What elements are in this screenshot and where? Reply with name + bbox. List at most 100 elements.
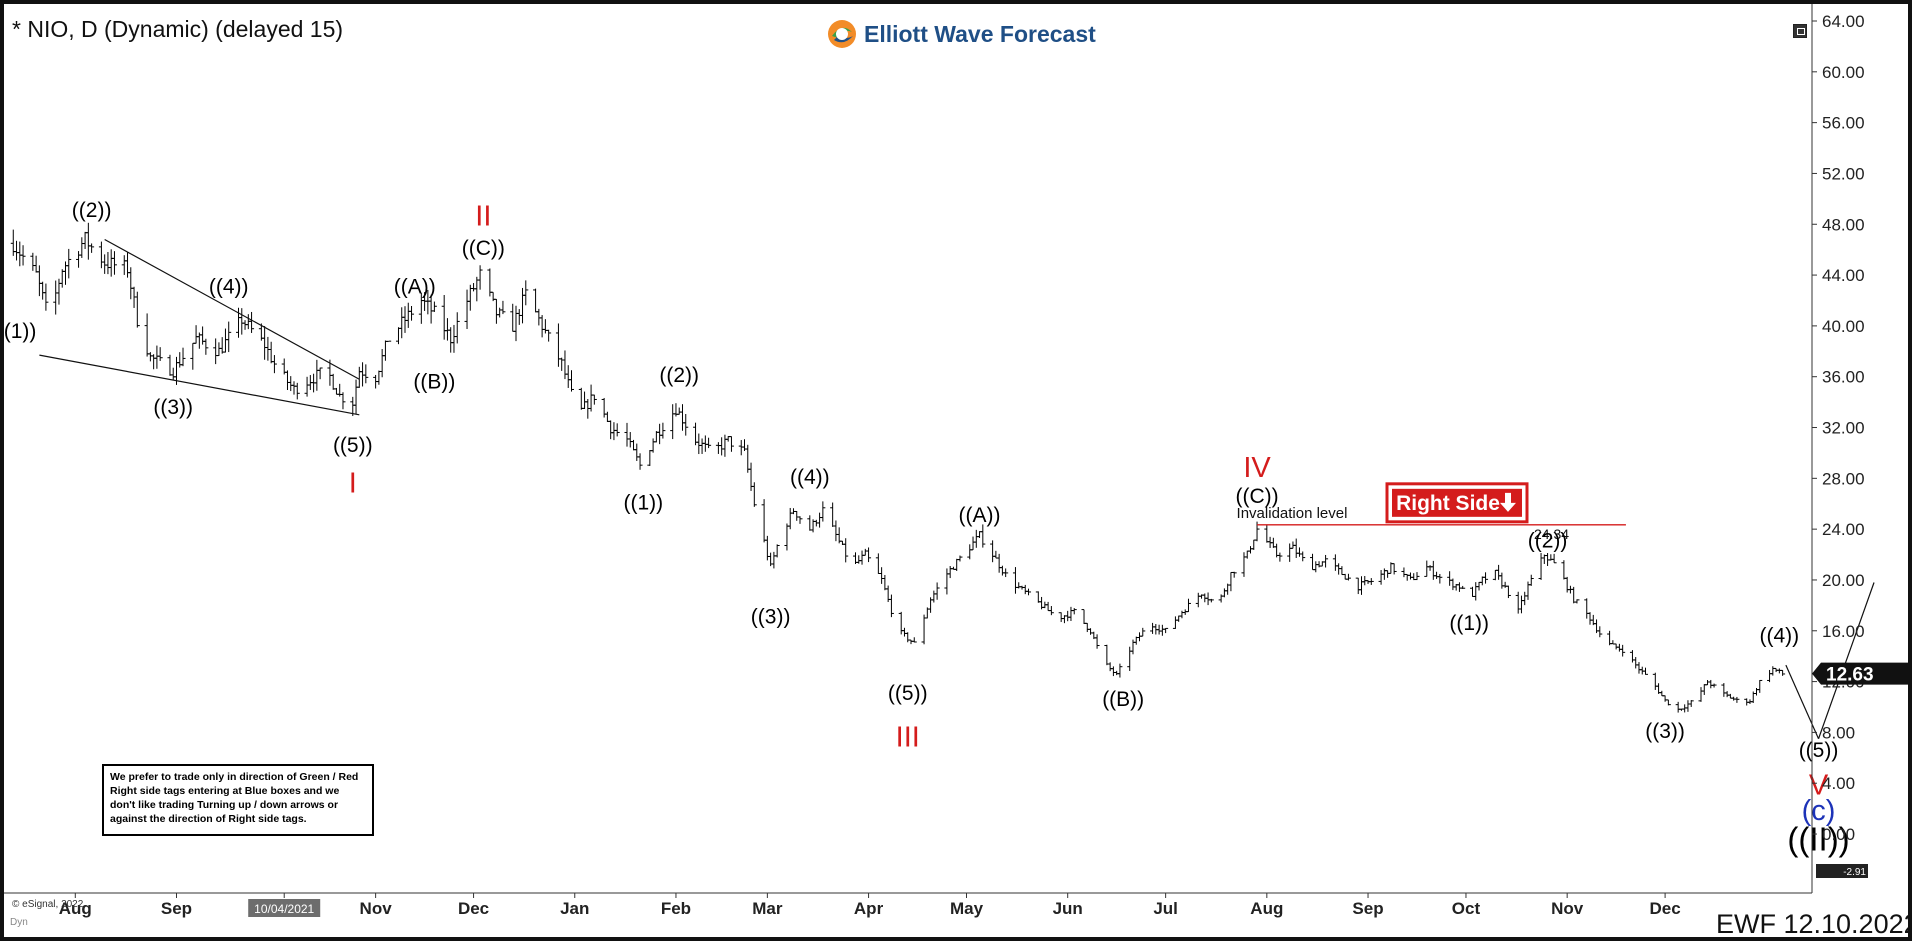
ohlc-bar — [1430, 560, 1436, 580]
ohlc-bar — [702, 435, 708, 452]
symbol-title: * NIO, D (Dynamic) (delayed 15) — [12, 16, 344, 42]
ohlc-bar — [144, 313, 150, 357]
ohlc-bar — [402, 306, 408, 333]
ohlc-bar — [510, 303, 516, 332]
ohlc-bar — [1045, 601, 1051, 612]
ohlc-bar — [1035, 591, 1041, 603]
ohlc-bar — [288, 376, 294, 392]
brand-name: Elliott Wave Forecast — [864, 20, 1096, 47]
ohlc-bar — [317, 367, 323, 380]
ohlc-bar — [650, 438, 656, 453]
ohlc-bar — [1518, 595, 1524, 614]
ohlc-bar — [582, 391, 588, 410]
wave-label: ((4)) — [790, 466, 830, 489]
y-tick-label: 64.00 — [1822, 12, 1865, 31]
ohlc-bar — [901, 627, 907, 637]
ohlc-bar — [1643, 667, 1649, 675]
ohlc-bar — [1003, 568, 1009, 578]
ohlc-bar — [670, 404, 676, 440]
ohlc-bar — [888, 594, 894, 618]
wave-label: ((2)) — [659, 364, 699, 387]
invalidation-label: Invalidation level — [1237, 505, 1348, 522]
wave-label: ((3)) — [751, 606, 791, 629]
ohlc-bar — [1345, 573, 1351, 581]
ohlc-bar — [1104, 644, 1110, 666]
ohlc-bar — [213, 338, 219, 365]
ohlc-bar — [1296, 547, 1302, 557]
ohlc-bar — [967, 544, 973, 560]
ohlc-bar — [1182, 609, 1188, 615]
y-tick-label: 56.00 — [1822, 114, 1865, 133]
ohlc-bar — [771, 551, 777, 569]
ohlc-bar — [477, 265, 483, 290]
ohlc-bar — [353, 379, 359, 414]
ohlc-bar — [1616, 643, 1622, 652]
ohlc-bar — [1636, 662, 1642, 674]
ohlc-bar — [588, 384, 594, 412]
ohlc-bar — [151, 354, 157, 370]
wave-label: IV — [1243, 452, 1271, 484]
wave-label: ((B)) — [1102, 688, 1144, 711]
ohlc-bar — [536, 308, 542, 326]
down-arrow-icon — [1500, 492, 1516, 512]
ohlc-bar — [1163, 627, 1169, 634]
ohlc-bar — [1633, 657, 1639, 669]
y-tick-label: 48.00 — [1822, 215, 1865, 234]
ohlc-bar — [996, 553, 1002, 573]
ohlc-bar — [121, 255, 127, 275]
wave-label: ((3)) — [153, 396, 193, 419]
x-axis: Aug Sep 10/04/2021 Nov Dec Jan Feb Mar Apr May Jun… — [4, 892, 1812, 918]
wave-label: ((1)) — [4, 320, 36, 343]
ohlc-bar — [43, 283, 49, 311]
restore-window-icon[interactable] — [1793, 24, 1807, 38]
ohlc-bar — [1538, 552, 1544, 580]
ohlc-bar — [1065, 610, 1071, 622]
ohlc-bar — [428, 294, 434, 324]
copyright: © eSignal, 2022 — [12, 899, 84, 910]
ohlc-bar — [1620, 644, 1626, 657]
ohlc-bar — [591, 394, 597, 405]
ohlc-bar — [1048, 606, 1054, 616]
ohlc-bar — [180, 347, 186, 367]
ohlc-bar — [875, 553, 881, 574]
wave-label: ((2)) — [1528, 529, 1568, 552]
wave-label: ((II)) — [1787, 820, 1849, 857]
ohlc-bar — [1675, 701, 1681, 713]
ohlc-bar — [1221, 588, 1227, 598]
ohlc-bar — [1378, 570, 1384, 585]
ohlc-bar — [1767, 669, 1773, 683]
ohlc-bar — [85, 222, 91, 260]
ohlc-bar — [105, 252, 111, 275]
ohlc-bar — [497, 307, 503, 318]
ohlc-bar — [216, 342, 222, 357]
ohlc-bar — [471, 283, 477, 292]
ohlc-bar — [921, 614, 927, 645]
ohlc-bar — [1195, 592, 1201, 608]
ohlc-bar — [53, 280, 59, 315]
ohlc-bar — [1117, 663, 1123, 678]
ohlc-bar — [1026, 588, 1032, 596]
last-price-badge — [1812, 662, 1908, 685]
ohlc-bar — [1231, 571, 1237, 578]
ohlc-bar — [719, 437, 725, 456]
ohlc-bar — [1323, 554, 1329, 568]
ohlc-bar — [1313, 561, 1319, 573]
ohlc-bar — [1016, 582, 1022, 589]
ohlc-bar — [1205, 592, 1211, 606]
ohlc-bar — [523, 280, 529, 306]
wave-label: ((3)) — [1645, 720, 1685, 743]
ohlc-bar — [1241, 552, 1247, 577]
ohlc-bar — [1391, 563, 1397, 575]
ohlc-bar — [1584, 598, 1590, 619]
ewf-date: EWF 12.10.2022 — [1716, 909, 1912, 939]
ohlc-bar — [1597, 626, 1603, 638]
ohlc-bar — [542, 319, 548, 334]
last-price-marker: 12.63 — [1812, 662, 1908, 686]
ohlc-bar — [102, 254, 108, 274]
ohlc-bar — [604, 411, 610, 422]
ohlc-bar — [14, 240, 20, 261]
ohlc-bar — [1708, 679, 1714, 689]
x-tick-label: Sep — [1352, 899, 1383, 918]
ohlc-bar — [954, 558, 960, 571]
